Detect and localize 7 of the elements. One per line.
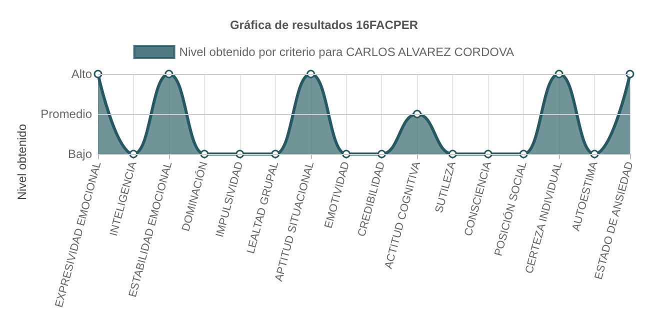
ref-line-label: Alto xyxy=(71,67,92,81)
chart-title: Gráfica de resultados 16FACPER xyxy=(230,18,418,32)
x-tick-label: LEALTAD GRUPAL xyxy=(244,160,282,256)
legend-label: Nivel obtenido por criterio para CARLOS ALVAREZ CORDOVA xyxy=(179,45,514,59)
ref-line-label: Promedio xyxy=(40,107,92,121)
ref-line-label: Bajo xyxy=(68,147,92,161)
y-axis-title: Nivel obtenido xyxy=(15,124,29,200)
